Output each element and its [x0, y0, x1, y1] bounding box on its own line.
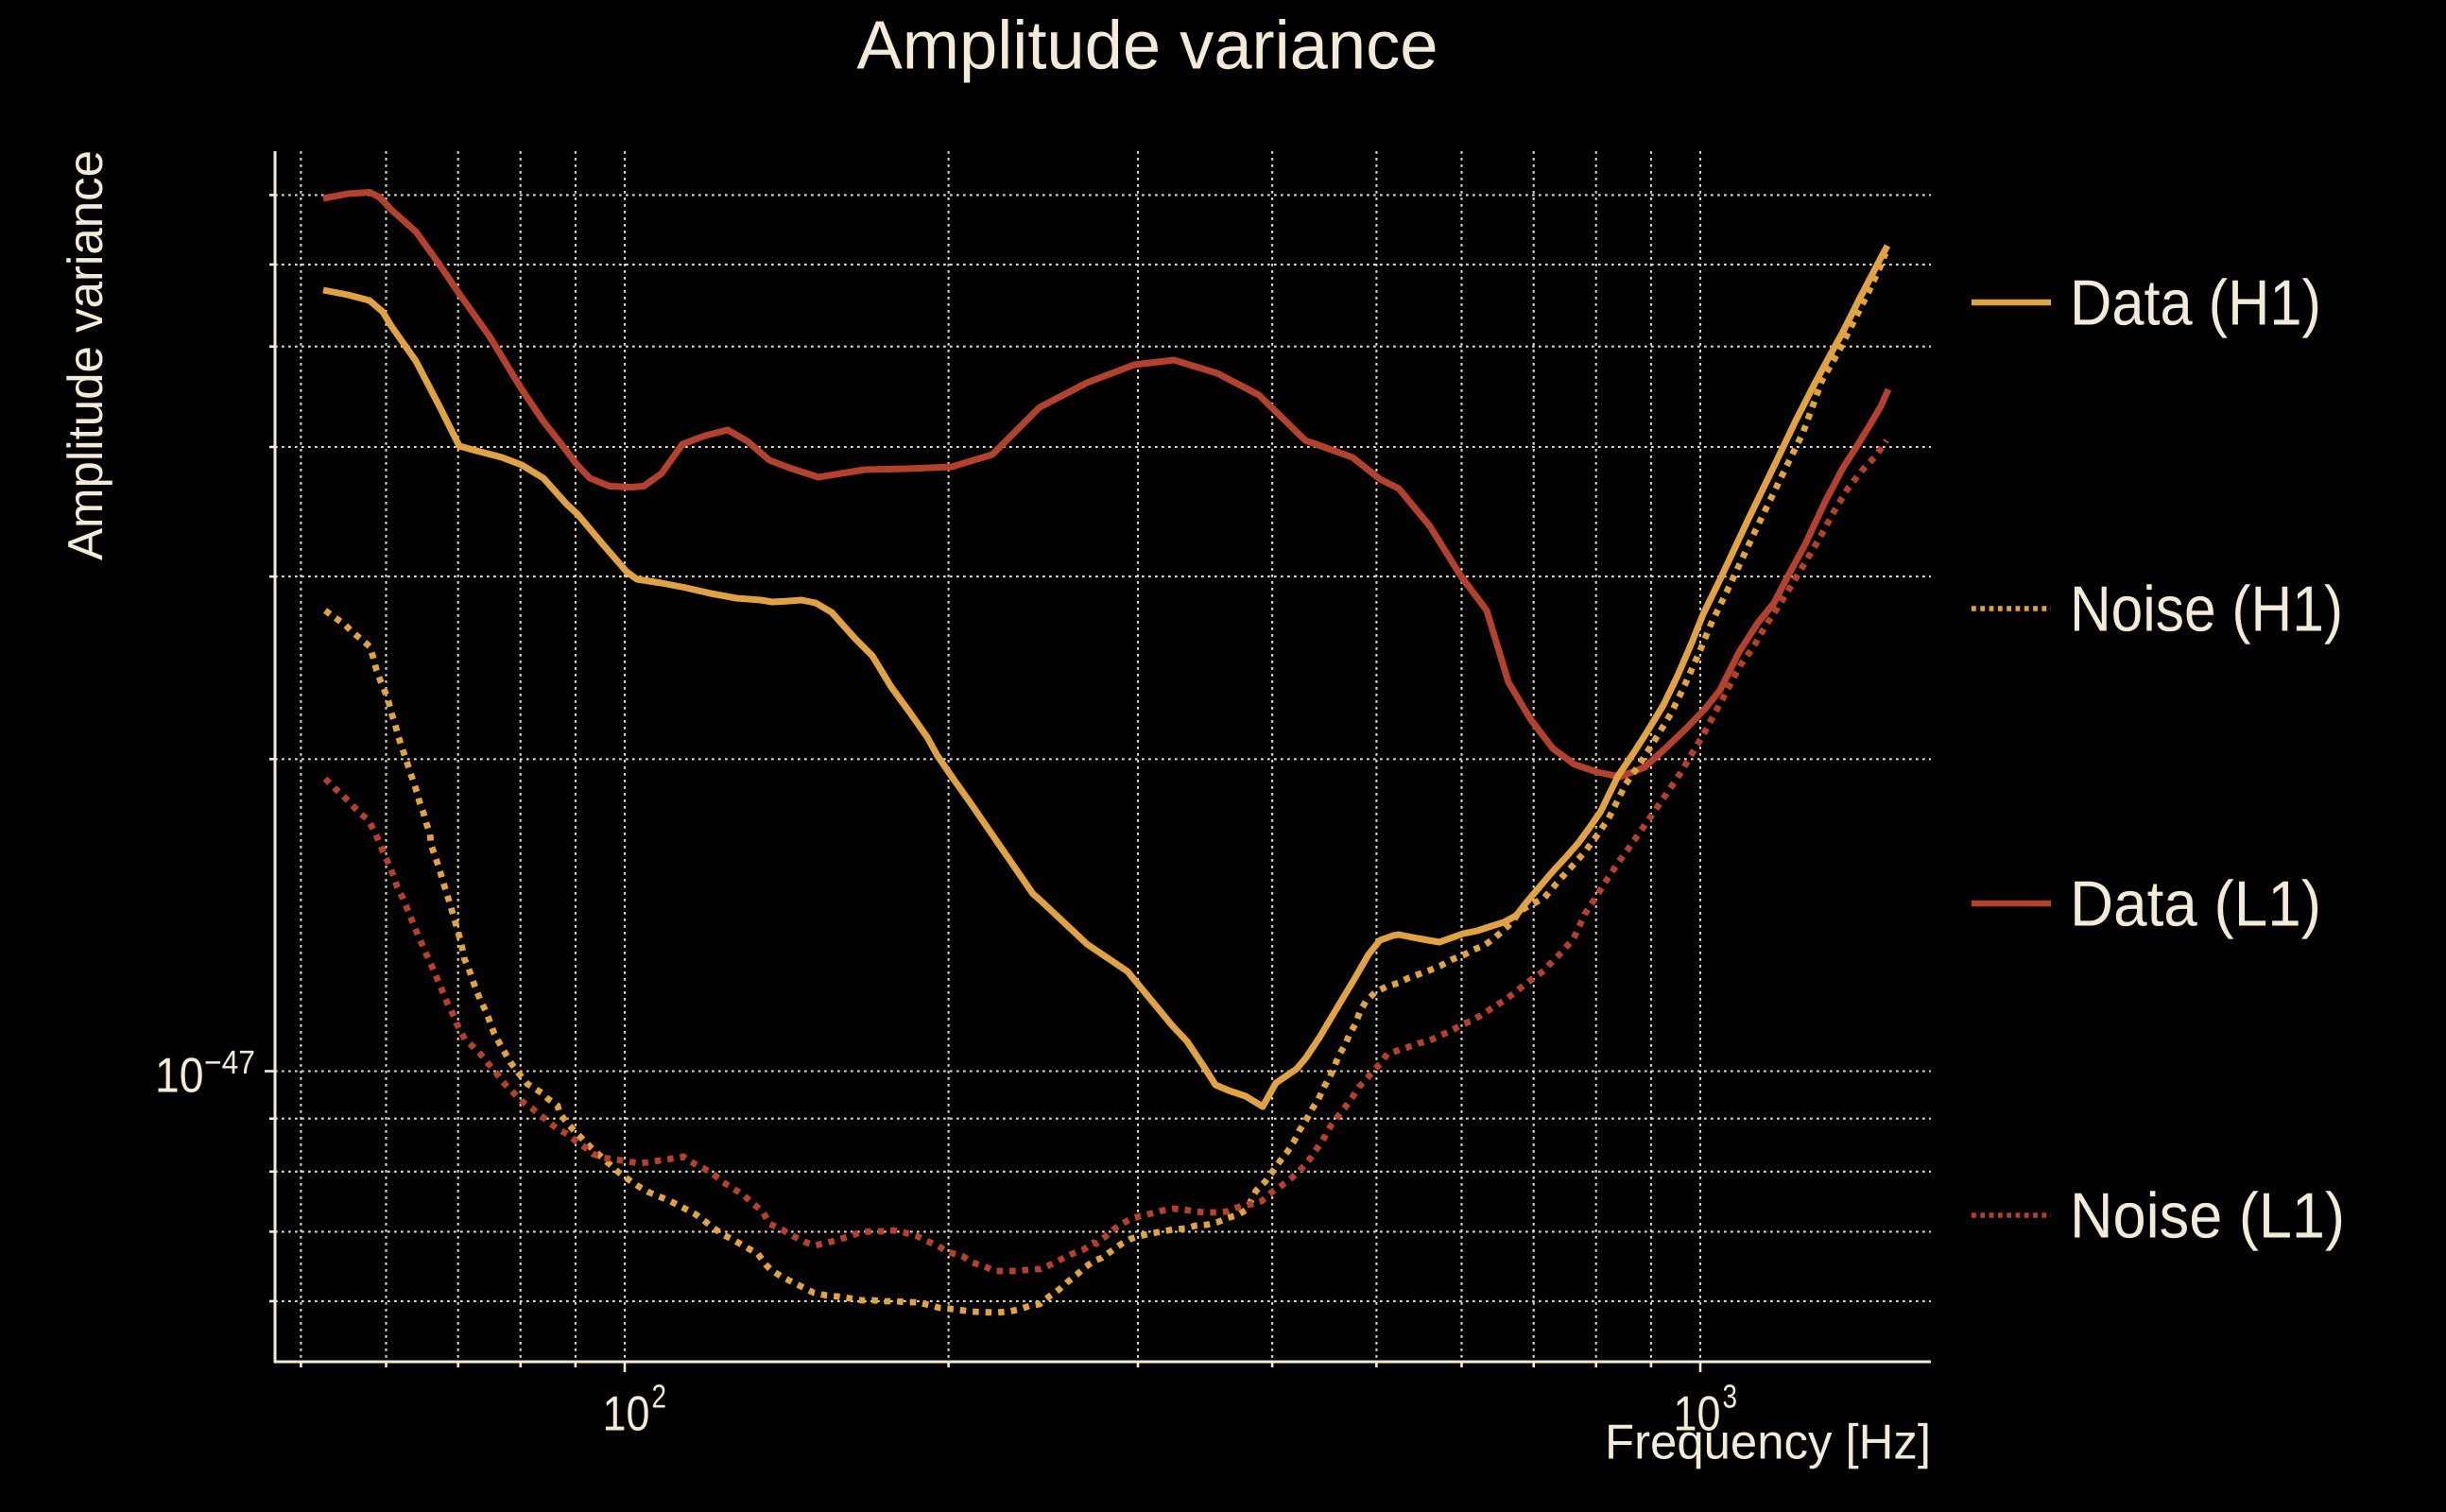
svg-text:Noise (L1): Noise (L1) — [2070, 1180, 2345, 1252]
svg-text:10: 10 — [1674, 1387, 1721, 1442]
svg-text:2: 2 — [652, 1379, 667, 1416]
svg-text:3: 3 — [1723, 1379, 1738, 1416]
svg-text:10: 10 — [603, 1387, 650, 1442]
svg-text:Data (H1): Data (H1) — [2070, 267, 2321, 339]
svg-text:Amplitude variance: Amplitude variance — [59, 150, 113, 560]
svg-text:Amplitude variance: Amplitude variance — [857, 8, 1438, 84]
svg-text:Frequency [Hz]: Frequency [Hz] — [1605, 1416, 1931, 1470]
svg-text:−47: −47 — [204, 1044, 255, 1081]
svg-text:10: 10 — [155, 1049, 204, 1104]
svg-text:Noise (H1): Noise (H1) — [2070, 574, 2343, 645]
svg-text:Data (L1): Data (L1) — [2070, 868, 2321, 940]
